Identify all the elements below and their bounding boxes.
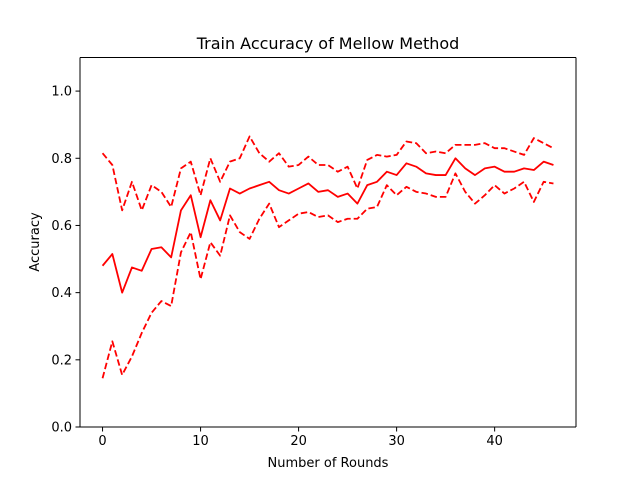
y-tick-label: 0.6 <box>51 219 72 234</box>
x-axis-label: Number of Rounds <box>268 456 389 471</box>
series-line-2 <box>101 172 554 379</box>
series-layer <box>101 135 554 379</box>
x-tick-label: 0 <box>98 434 106 449</box>
y-tick-label: 0.0 <box>51 421 72 436</box>
series-line-0 <box>101 157 554 294</box>
x-tick-label: 30 <box>388 434 405 449</box>
y-tick-label: 0.8 <box>51 152 72 167</box>
y-tick-label: 1.0 <box>51 85 72 100</box>
y-tick-label: 0.4 <box>51 286 72 301</box>
chart-title: Train Accuracy of Mellow Method <box>196 34 460 53</box>
series-line-1 <box>101 135 554 212</box>
x-tick-label: 40 <box>486 434 503 449</box>
y-tick-label: 0.2 <box>51 353 72 368</box>
x-tick-label: 20 <box>290 434 307 449</box>
y-axis-label: Accuracy <box>28 212 43 272</box>
x-tick-label: 10 <box>192 434 209 449</box>
plot-area <box>80 57 576 427</box>
axes-layer <box>79 57 577 428</box>
ticks-layer: 0 10 20 30 40 0.0 0.2 0.4 0.6 0.8 1.0 <box>51 85 503 449</box>
